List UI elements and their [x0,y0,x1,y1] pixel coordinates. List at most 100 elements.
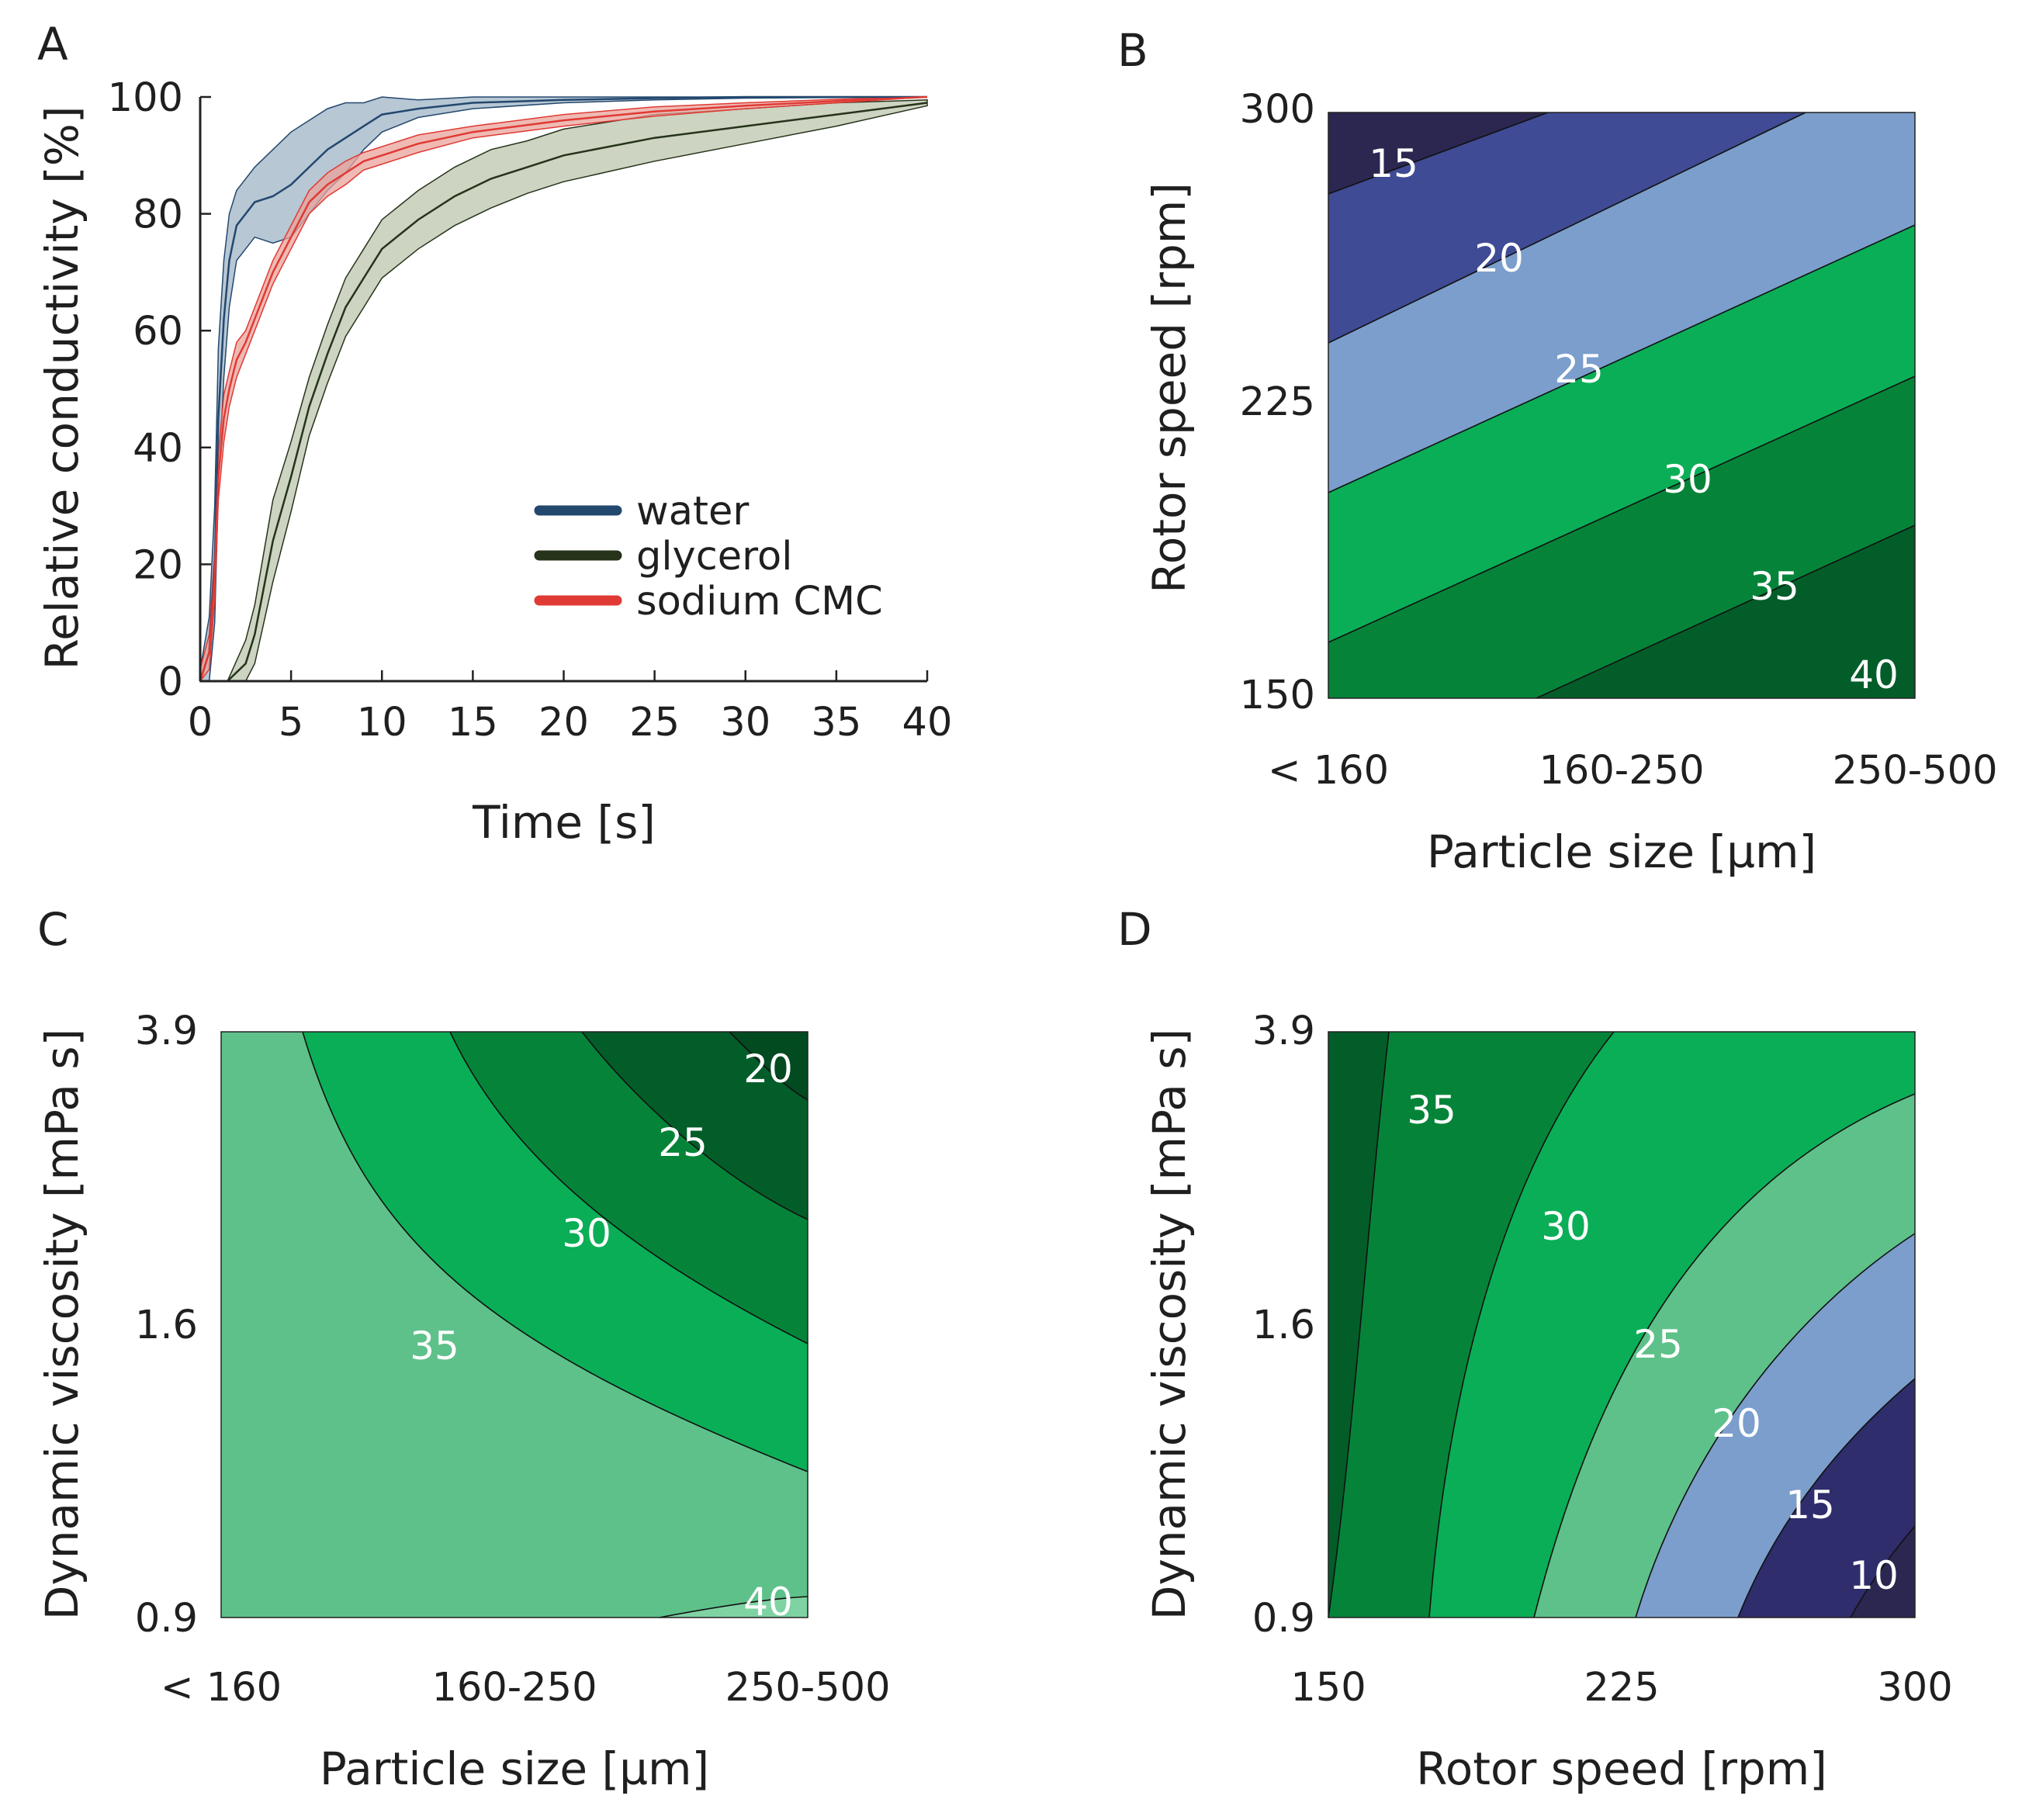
panel-b-label: B [1117,24,1148,77]
contour-b-label-20: 20 [1474,236,1524,281]
panel-c-xtick-250-500: 250-500 [725,1665,890,1711]
panel-a-ylabel: Relative conductivity [%] [36,106,88,670]
panel-d-ytick-0.9: 0.9 [1252,1596,1315,1642]
panel-b-xlabel: Particle size [µm] [1427,825,1816,878]
contour-d-label-35: 35 [1407,1088,1456,1133]
contour-d-line-35 [1328,1031,1390,1618]
contour-b-label-15: 15 [1369,141,1418,186]
panel-b: B 15 20 25 30 35 40 300 225 [1117,24,1998,878]
panel-d-xlabel: Rotor speed [rpm] [1416,1742,1827,1795]
panel-d-label: D [1117,903,1152,956]
panel-a-xtick-35: 35 [811,700,861,746]
panel-c: C 20 25 30 35 40 3.9 1.6 0.9 < 160 160-2… [36,903,891,1795]
contour-d-level-10 [1851,1526,1915,1618]
panel-a-ytick-100: 100 [108,75,183,121]
contour-d-line-25 [1533,1093,1916,1618]
panel-c-ytick-0.9: 0.9 [135,1596,198,1642]
contour-d-label-25: 25 [1633,1322,1683,1367]
contour-c-level-20 [582,1032,808,1220]
contour-c-line-25 [581,1031,808,1220]
series-line-water [199,95,927,682]
contour-d-line-10 [1850,1525,1916,1618]
panel-c-ytick-1.6: 1.6 [135,1303,198,1348]
panel-d-contours [1328,1031,1916,1618]
panel-a-ytick-60: 60 [133,309,183,355]
contour-b-line-20 [1328,112,1806,344]
panel-c-frame [220,1031,808,1618]
panel-a-ytick-20: 20 [133,542,183,588]
contour-c-label-40: 40 [743,1580,793,1625]
panel-b-ytick-150: 150 [1240,673,1315,718]
contour-c-line-40 [659,1596,808,1618]
panel-d-xtick-150: 150 [1290,1665,1366,1711]
panel-b-contours [1328,112,1916,699]
panel-a-xtick-15: 15 [448,700,498,746]
contour-b-label-35: 35 [1750,564,1799,609]
panel-a-legend: water glycerol sodium CMC [534,489,883,625]
contour-b-label-30: 30 [1663,457,1712,502]
contour-b-line-30 [1328,375,1916,643]
panel-a-xtick-20: 20 [538,700,589,746]
panel-a-xtick-25: 25 [629,700,680,746]
legend-water-label: water [636,489,749,535]
contour-d-label-10: 10 [1849,1553,1899,1598]
contour-d-label-30: 30 [1541,1204,1591,1249]
panel-a-xtick-40: 40 [902,700,953,746]
contour-c-line-35 [302,1031,808,1472]
series-line-glycerol [200,102,928,683]
legend-glycerol-label: glycerol [636,534,792,580]
contour-c-level-40 [660,1597,808,1618]
panel-a-ytick-80: 80 [133,192,183,238]
contour-b-line-35 [1536,524,1916,699]
panel-d-xtick-300: 300 [1877,1665,1952,1711]
contour-c-line-20 [729,1031,808,1101]
legend-sodium-cmc-label: sodium CMC [636,579,883,625]
panel-d-ylabel: Dynamic viscosity [mPa s] [1143,1029,1196,1620]
panel-c-ylabel: Dynamic viscosity [mPa s] [36,1029,88,1620]
contour-b-line-25 [1328,224,1916,493]
panel-a-lines [199,95,928,683]
panel-d: D 35 30 25 20 15 10 3.9 1.6 0. [1117,903,1953,1795]
contour-d-label-15: 15 [1785,1483,1835,1528]
panel-b-xtick-lt160: < 160 [1268,748,1389,794]
panel-c-label: C [37,903,69,956]
panel-b-ylabel: Rotor speed [rpm] [1143,182,1196,593]
contour-d-level-15 [1738,1379,1915,1618]
contour-c-line-30 [449,1031,808,1344]
contour-d-line-30 [1428,1031,1615,1618]
panel-b-ytick-225: 225 [1240,379,1315,425]
contour-b-line-15 [1328,112,1549,195]
contour-b-label-40: 40 [1849,652,1899,697]
contour-d-line-15 [1737,1378,1916,1618]
panel-a-xlabel: Time [s] [472,796,656,849]
panel-a-ytick-0: 0 [158,659,183,705]
contour-b-label-25: 25 [1554,347,1604,392]
panel-c-xtick-160-250: 160-250 [431,1665,597,1711]
panel-d-xtick-225: 225 [1584,1665,1659,1711]
panel-a-label: A [37,18,68,71]
contour-c-level-15 [729,1032,808,1100]
panel-d-ytick-1.6: 1.6 [1252,1303,1315,1348]
contour-c-label-25: 25 [658,1120,708,1165]
panel-c-xtick-lt160: < 160 [161,1665,282,1711]
panel-a-xtick-5: 5 [279,700,303,746]
panel-d-ytick-3.9: 3.9 [1252,1009,1315,1054]
panel-c-xlabel: Particle size [µm] [320,1742,709,1795]
panel-c-ytick-3.9: 3.9 [135,1009,198,1054]
panel-a-ytick-40: 40 [133,426,183,472]
panel-b-frame [1328,112,1916,699]
contour-c-label-30: 30 [562,1211,611,1256]
panel-b-xtick-250-500: 250-500 [1832,748,1997,794]
panel-d-frame [1328,1031,1916,1618]
panel-a-ticks: 0 5 10 15 20 25 30 35 40 0 20 40 60 80 100 [108,75,953,746]
contour-d-line-20 [1635,1233,1916,1618]
panel-b-ytick-300: 300 [1240,87,1315,133]
panel-a-xtick-0: 0 [188,700,213,746]
contour-d-label-20: 20 [1712,1401,1761,1446]
contour-c-label-20: 20 [743,1047,793,1092]
series-line-sodium-cmc [199,95,928,682]
panel-a-xtick-30: 30 [720,700,770,746]
panel-b-xtick-160-250: 160-250 [1539,748,1704,794]
